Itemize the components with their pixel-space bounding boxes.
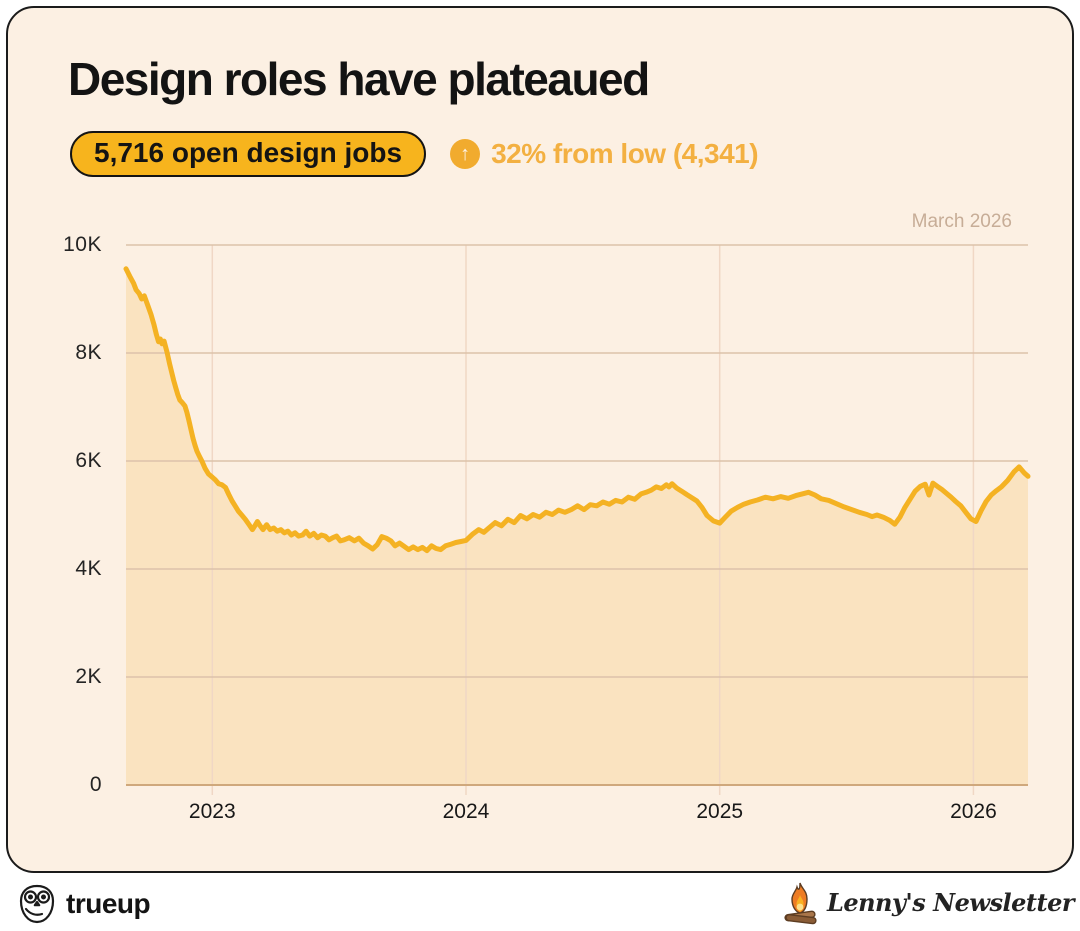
- y-tick-label: 6K: [75, 449, 102, 472]
- trend-line: [123, 266, 1031, 554]
- chart-svg: [123, 244, 1031, 795]
- percent-from-low-label: 32% from low (4,341): [491, 138, 759, 169]
- stats-row: 5,716 open design jobs ↑ 32% from low (4…: [70, 131, 759, 177]
- line-chart: [123, 244, 1031, 797]
- y-tick-label: 0: [89, 773, 102, 796]
- x-tick-label: 2026: [950, 800, 997, 823]
- y-tick-label: 10K: [63, 233, 102, 256]
- page-title: Design roles have plateaued: [68, 53, 650, 105]
- chart-card: Design roles have plateaued 5,716 open d…: [6, 6, 1074, 873]
- trueup-wordmark: trueup: [66, 888, 151, 919]
- as-of-date-label: March 2026: [911, 211, 1012, 232]
- open-jobs-badge: 5,716 open design jobs: [70, 131, 427, 177]
- campfire-icon: [784, 882, 817, 925]
- x-axis-labels: 2023 2024 2025 2026: [126, 800, 1028, 830]
- footer: trueup Lenny's Newsletter: [0, 873, 1080, 931]
- x-tick-label: 2023: [188, 800, 236, 823]
- trueup-logo: trueup: [16, 883, 151, 925]
- y-tick-label: 4K: [75, 557, 102, 580]
- owl-icon: [19, 884, 55, 924]
- x-tick-label: 2025: [696, 800, 744, 823]
- lennys-newsletter-logo: Lenny's Newsletter: [777, 879, 1075, 925]
- y-tick-label: 2K: [75, 665, 102, 688]
- up-arrow-icon: ↑: [450, 139, 481, 169]
- y-axis-labels: 0 2K 4K 6K 8K 10K: [38, 233, 114, 796]
- lennys-wordmark: Lenny's Newsletter: [826, 887, 1075, 917]
- area-fill: [126, 268, 1028, 785]
- y-tick-label: 8K: [75, 341, 102, 364]
- x-tick-label: 2024: [442, 800, 490, 823]
